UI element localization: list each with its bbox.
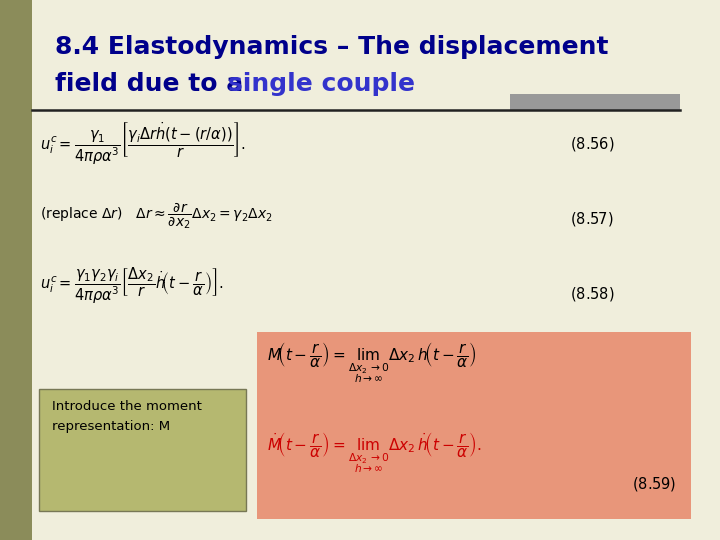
FancyBboxPatch shape [257,332,691,519]
Text: $u_i^c = \dfrac{\gamma_1}{4\pi\rho\alpha^3}\left[\dfrac{\gamma_i \Delta r \dot{h: $u_i^c = \dfrac{\gamma_1}{4\pi\rho\alpha… [40,120,246,167]
Text: $(8.58)$: $(8.58)$ [570,285,615,303]
Bar [510,94,680,110]
FancyBboxPatch shape [39,389,246,511]
Text: Introduce the moment
representation: M: Introduce the moment representation: M [52,400,202,433]
Text: $\dot{M}\!\left(t - \dfrac{r}{\alpha}\right) = \lim_{\substack{\Delta x_2 \to 0\: $\dot{M}\!\left(t - \dfrac{r}{\alpha}\ri… [267,430,482,475]
Text: $u_i^c = \dfrac{\gamma_1 \gamma_2 \gamma_i}{4\pi\rho\alpha^3}\left[\dfrac{\Delta: $u_i^c = \dfrac{\gamma_1 \gamma_2 \gamma… [40,265,223,306]
Text: $(8.56)$: $(8.56)$ [570,135,615,153]
Text: single couple: single couple [228,72,415,96]
Text: $(8.57)$: $(8.57)$ [570,210,613,228]
Text: $(\mathrm{replace}\ \Delta r)\quad \Delta r \approx \dfrac{\partial r}{\partial : $(\mathrm{replace}\ \Delta r)\quad \Delt… [40,200,273,231]
Text: $(8.59)$: $(8.59)$ [632,475,676,493]
Text: $M\!\left(t - \dfrac{r}{\alpha}\right) = \lim_{\substack{\Delta x_2 \to 0\\h\to\: $M\!\left(t - \dfrac{r}{\alpha}\right) =… [267,340,477,385]
Text: 8.4 Elastodynamics – The displacement: 8.4 Elastodynamics – The displacement [55,35,608,59]
Bar [0,0,32,540]
Text: field due to a: field due to a [55,72,252,96]
